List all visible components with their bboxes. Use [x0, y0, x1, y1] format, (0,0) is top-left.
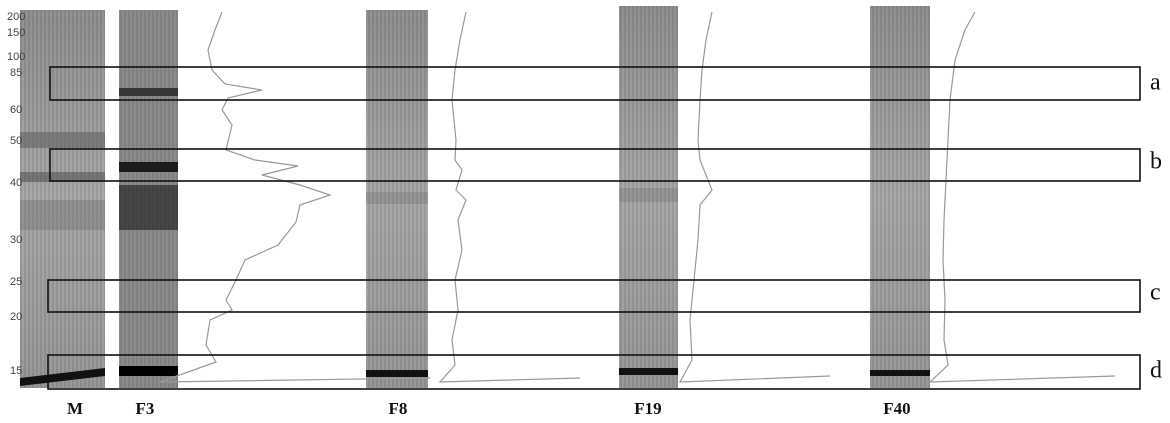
marker-label: 60	[10, 104, 22, 116]
box-label: d	[1150, 358, 1162, 384]
lane-f19	[619, 6, 678, 388]
lane-label: M	[67, 399, 83, 418]
lane-f40	[870, 6, 930, 388]
lane-label: F3	[136, 399, 155, 418]
box-label: a	[1150, 70, 1161, 96]
marker-label: 25	[10, 276, 22, 288]
box-d	[48, 355, 1140, 389]
marker-label: 200	[7, 11, 25, 23]
marker-label: 150	[7, 27, 25, 39]
marker-label: 15	[10, 365, 22, 377]
box-b	[50, 149, 1140, 181]
box-label: c	[1150, 280, 1161, 306]
marker-label: 85	[10, 67, 22, 79]
marker-label: 50	[10, 135, 22, 147]
box-c	[48, 280, 1140, 312]
marker-label: 40	[10, 177, 22, 189]
box-label: b	[1150, 149, 1162, 175]
marker-label: 20	[10, 311, 22, 323]
lane-label: F19	[634, 399, 661, 418]
gel-figure: 200 150 100 85 60 50 40 30 25 20 15 M F3…	[0, 0, 1170, 423]
marker-label: 30	[10, 234, 22, 246]
marker-label: 100	[7, 51, 25, 63]
lane-label: F40	[883, 399, 910, 418]
lane-label: F8	[389, 399, 408, 418]
